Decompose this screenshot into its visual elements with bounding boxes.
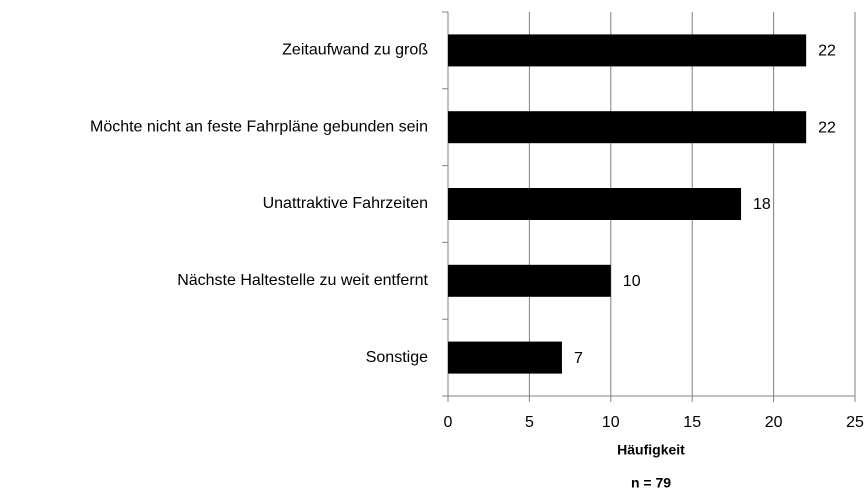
- data-label: 18: [753, 196, 771, 213]
- y-tick-label: Unattraktive Fahrzeiten: [263, 195, 428, 212]
- bar: [448, 34, 807, 67]
- bar: [448, 341, 562, 374]
- annotation: n = 79: [631, 475, 671, 491]
- data-label: 22: [818, 119, 836, 136]
- x-tick-label: 0: [444, 414, 453, 431]
- y-tick-label: Sonstige: [366, 349, 428, 366]
- x-tick-label: 15: [683, 414, 701, 431]
- y-tick-label: Möchte nicht an feste Fahrpläne gebunden…: [90, 118, 428, 135]
- y-tick-label: Zeitaufwand zu groß: [282, 42, 428, 59]
- y-tick-label: Nächste Haltestelle zu weit entfernt: [177, 272, 428, 289]
- bar: [448, 188, 742, 220]
- x-axis-label: Häufigkeit: [617, 442, 685, 458]
- x-tick-label: 25: [846, 414, 864, 431]
- data-label: 10: [623, 273, 641, 290]
- data-label: 7: [574, 350, 583, 367]
- x-tick-label: 5: [525, 414, 534, 431]
- data-label: 22: [818, 43, 836, 60]
- x-tick-label: 20: [765, 414, 783, 431]
- x-tick-label: 10: [602, 414, 620, 431]
- bar: [448, 264, 611, 297]
- bar: [448, 111, 807, 144]
